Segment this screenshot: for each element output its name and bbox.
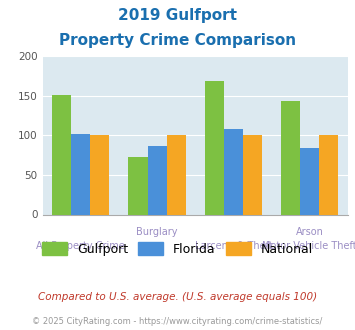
Text: Property Crime Comparison: Property Crime Comparison — [59, 33, 296, 48]
Text: Larceny & Theft: Larceny & Theft — [195, 242, 272, 251]
Bar — [148, 147, 166, 214]
Bar — [129, 157, 148, 214]
Bar — [224, 129, 243, 214]
Bar — [90, 135, 109, 214]
Bar — [300, 148, 319, 214]
Bar — [71, 134, 90, 214]
Bar — [166, 135, 186, 214]
Text: © 2025 CityRating.com - https://www.cityrating.com/crime-statistics/: © 2025 CityRating.com - https://www.city… — [32, 317, 323, 326]
Bar — [281, 101, 300, 214]
Text: 2019 Gulfport: 2019 Gulfport — [118, 8, 237, 23]
Legend: Gulfport, Florida, National: Gulfport, Florida, National — [38, 238, 317, 259]
Bar — [52, 95, 71, 214]
Text: Burglary: Burglary — [136, 227, 178, 237]
Bar — [243, 135, 262, 214]
Text: Compared to U.S. average. (U.S. average equals 100): Compared to U.S. average. (U.S. average … — [38, 292, 317, 302]
Bar — [319, 135, 338, 214]
Text: Motor Vehicle Theft: Motor Vehicle Theft — [262, 242, 355, 251]
Text: All Property Crime: All Property Crime — [36, 242, 125, 251]
Bar — [205, 82, 224, 214]
Text: Arson: Arson — [296, 227, 324, 237]
